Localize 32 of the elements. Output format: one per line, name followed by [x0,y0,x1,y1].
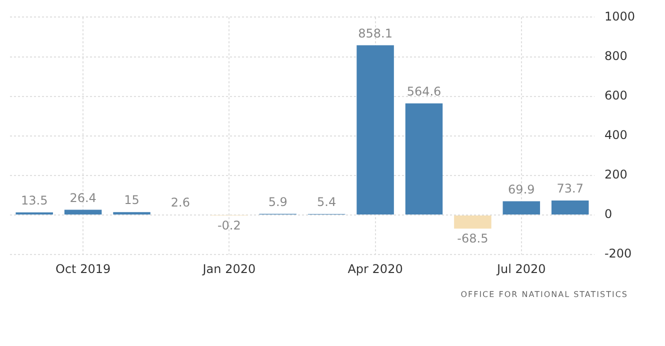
text: OFFICE FOR NATIONAL STATISTICS [460,290,628,299]
y-tick-label: 600 [604,88,628,102]
data-label: 564.6 [406,84,442,98]
data-label: 13.5 [20,193,48,208]
y-tick-label: 400 [604,128,628,142]
y-tick-label: 1000 [604,9,636,24]
bar [64,210,102,215]
data-label: 15 [124,193,140,208]
x-tick-label: Apr 2020 [348,262,403,276]
x-tick-label: Jan 2020 [202,262,256,276]
data-label: 5.9 [268,194,288,209]
data-label: 5.4 [317,195,336,210]
bar [356,45,394,215]
bar [454,216,492,229]
bar [551,200,589,215]
data-label: -0.2 [217,218,241,233]
x-tick-label: Jul 2020 [496,262,546,276]
data-label: 858.1 [358,26,392,40]
data-label: 2.6 [170,196,190,210]
bar [113,212,150,215]
y-tick-label: 0 [604,207,612,222]
data-label: -68.5 [457,232,488,246]
data-label: 69.9 [508,182,535,196]
data-label: 73.7 [556,182,584,196]
x-tick-label: Oct 2019 [56,262,111,276]
y-tick-label: 200 [604,168,628,182]
bar [16,212,53,215]
bar [502,201,540,215]
bar [405,103,443,215]
y-tick-label: -200 [604,246,632,261]
y-tick-label: 800 [604,48,628,63]
data-label: 26.4 [70,190,96,205]
